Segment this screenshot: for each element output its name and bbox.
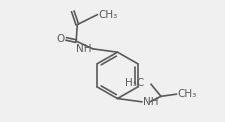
Text: O: O	[56, 34, 64, 44]
Text: H₃C: H₃C	[124, 78, 144, 88]
Text: CH₃: CH₃	[177, 89, 196, 99]
Text: NH: NH	[76, 44, 91, 54]
Text: CH₃: CH₃	[98, 10, 117, 20]
Text: NH: NH	[142, 97, 158, 107]
